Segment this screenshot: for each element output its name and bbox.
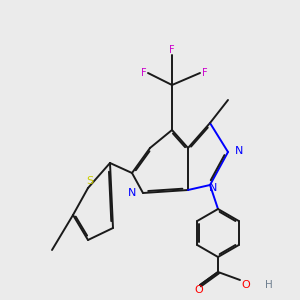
Text: F: F [202,68,207,78]
Text: O: O [242,280,250,290]
Text: F: F [141,68,146,78]
Text: S: S [86,176,93,186]
Text: H: H [265,280,273,290]
Text: N: N [209,183,217,193]
Text: O: O [194,285,203,296]
Text: F: F [169,45,175,55]
Text: N: N [128,188,136,198]
Text: N: N [235,146,243,155]
